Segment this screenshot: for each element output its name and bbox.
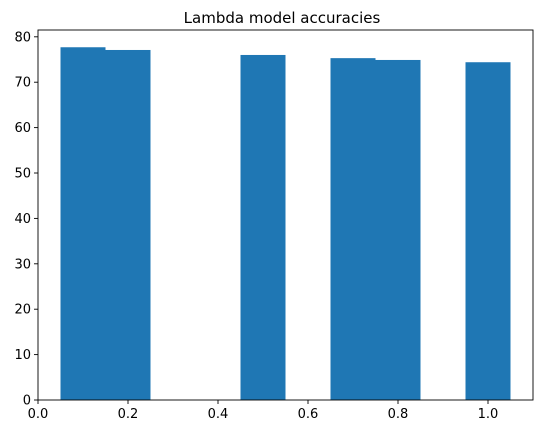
- y-axis-ticks: 0 10 20 30 40 50 60 70 80: [14, 30, 38, 409]
- plot-frame: [37, 29, 534, 401]
- y-tick-label: 70: [14, 76, 31, 91]
- x-tick-label: 0.6: [298, 407, 319, 422]
- bar-3: [330, 58, 376, 400]
- x-tick-label: 0.2: [118, 407, 139, 422]
- y-tick-label: 50: [14, 167, 31, 182]
- x-tick-label: 1.0: [478, 407, 499, 422]
- chart-title: Lambda model accuracies: [184, 9, 381, 27]
- y-tick-label: 40: [14, 212, 31, 227]
- x-tick-label: 0.8: [388, 407, 409, 422]
- x-tick-label: 0.4: [208, 407, 229, 422]
- y-tick-label: 30: [14, 257, 31, 272]
- bar-2: [240, 54, 286, 400]
- y-tick-label: 80: [14, 30, 31, 45]
- x-axis-ticks: 0.0 0.2 0.4 0.6 0.8 1.0: [28, 400, 499, 422]
- y-tick-label: 60: [14, 121, 31, 136]
- bars-group: [60, 47, 511, 401]
- y-tick-label: 10: [14, 348, 31, 363]
- x-tick-label: 0.0: [28, 407, 49, 422]
- bar-5: [465, 62, 511, 401]
- bar-0: [60, 47, 106, 401]
- bar-4: [375, 59, 421, 400]
- y-tick-label: 20: [14, 303, 31, 318]
- bar-1: [105, 49, 151, 400]
- y-tick-label: 0: [23, 394, 31, 409]
